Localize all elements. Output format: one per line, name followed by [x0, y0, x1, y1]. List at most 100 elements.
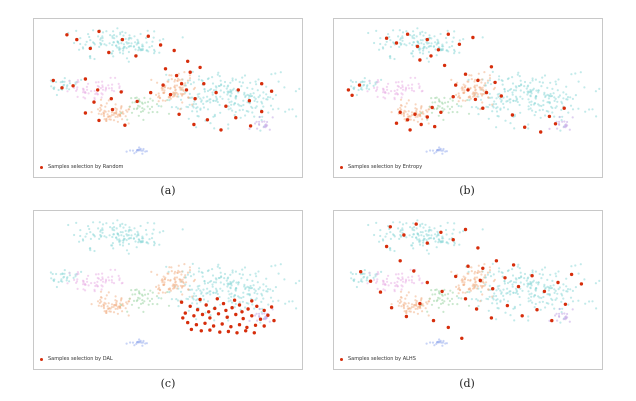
background-point: [470, 270, 473, 273]
background-point: [469, 96, 472, 99]
background-point: [511, 274, 515, 277]
background-point: [253, 307, 256, 310]
background-point: [274, 264, 277, 267]
background-point: [248, 287, 251, 290]
background-point: [193, 100, 196, 103]
background-point: [223, 277, 226, 280]
background-point: [249, 81, 252, 84]
background-point: [243, 285, 246, 288]
background-point: [419, 239, 422, 242]
background-point: [129, 45, 133, 48]
background-point: [384, 97, 387, 100]
background-point: [349, 79, 352, 82]
background-point: [429, 45, 433, 48]
background-point: [212, 115, 215, 118]
background-point: [398, 221, 401, 224]
background-point: [357, 88, 360, 92]
background-point: [283, 86, 286, 89]
background-point: [90, 90, 93, 93]
background-point: [526, 285, 529, 288]
background-point: [257, 122, 261, 126]
background-point: [577, 299, 580, 302]
background-point: [277, 299, 280, 302]
background-point: [139, 110, 143, 113]
background-point: [403, 301, 406, 304]
background-point: [132, 45, 136, 48]
background-point: [114, 107, 117, 110]
background-point: [284, 302, 287, 305]
background-point: [513, 319, 516, 322]
background-point: [181, 285, 184, 288]
background-point: [104, 297, 107, 300]
background-point: [105, 222, 108, 225]
background-point: [117, 274, 120, 277]
background-point: [112, 30, 115, 33]
background-point: [488, 74, 491, 77]
background-point: [205, 292, 208, 295]
background-point: [490, 96, 494, 99]
background-point: [209, 293, 212, 296]
background-point: [488, 271, 491, 274]
background-point: [594, 282, 597, 285]
background-point: [188, 79, 191, 82]
background-point: [191, 110, 194, 113]
background-point: [359, 273, 362, 276]
background-point: [89, 39, 92, 42]
background-point: [399, 229, 402, 232]
background-point: [186, 271, 190, 274]
background-point: [110, 244, 113, 247]
background-point: [470, 298, 473, 301]
caption-d: (d): [459, 377, 475, 390]
background-point: [135, 342, 138, 345]
background-point: [271, 97, 274, 100]
selected-point: [425, 241, 429, 245]
background-point: [401, 35, 404, 38]
background-point: [265, 317, 268, 320]
background-point: [176, 93, 179, 96]
selected-point: [168, 92, 173, 97]
background-point: [511, 76, 514, 79]
background-point: [433, 35, 436, 38]
background-point: [451, 40, 454, 43]
background-point: [248, 102, 251, 105]
background-point: [414, 76, 417, 79]
background-point: [554, 106, 557, 109]
background-point: [411, 43, 414, 47]
selected-point: [430, 105, 434, 110]
selected-point: [194, 323, 199, 327]
background-point: [163, 86, 166, 89]
background-point: [561, 312, 564, 315]
background-point: [257, 314, 261, 318]
background-point: [148, 107, 151, 111]
background-point: [543, 266, 547, 269]
background-point: [112, 222, 115, 225]
background-point: [420, 282, 423, 285]
background-point: [142, 45, 145, 48]
background-point: [107, 276, 110, 279]
background-point: [538, 272, 541, 276]
background-point: [455, 295, 459, 298]
background-point: [513, 305, 516, 308]
background-point: [382, 239, 385, 242]
background-point: [514, 281, 518, 284]
background-point: [560, 300, 563, 303]
background-point: [188, 74, 191, 77]
background-point: [571, 289, 574, 292]
background-point: [438, 338, 441, 341]
background-point: [101, 277, 104, 281]
background-point: [549, 81, 552, 84]
background-point: [436, 148, 440, 151]
background-point: [554, 97, 557, 100]
background-point: [110, 279, 113, 282]
selected-point: [389, 306, 394, 310]
background-point: [502, 102, 505, 105]
background-point: [121, 310, 124, 313]
background-point: [112, 247, 115, 250]
background-point: [372, 276, 375, 279]
background-point: [175, 84, 179, 87]
background-point: [121, 222, 124, 225]
background-point: [106, 305, 109, 308]
selected-point: [158, 43, 163, 47]
background-point: [525, 87, 528, 90]
background-point: [214, 287, 218, 290]
